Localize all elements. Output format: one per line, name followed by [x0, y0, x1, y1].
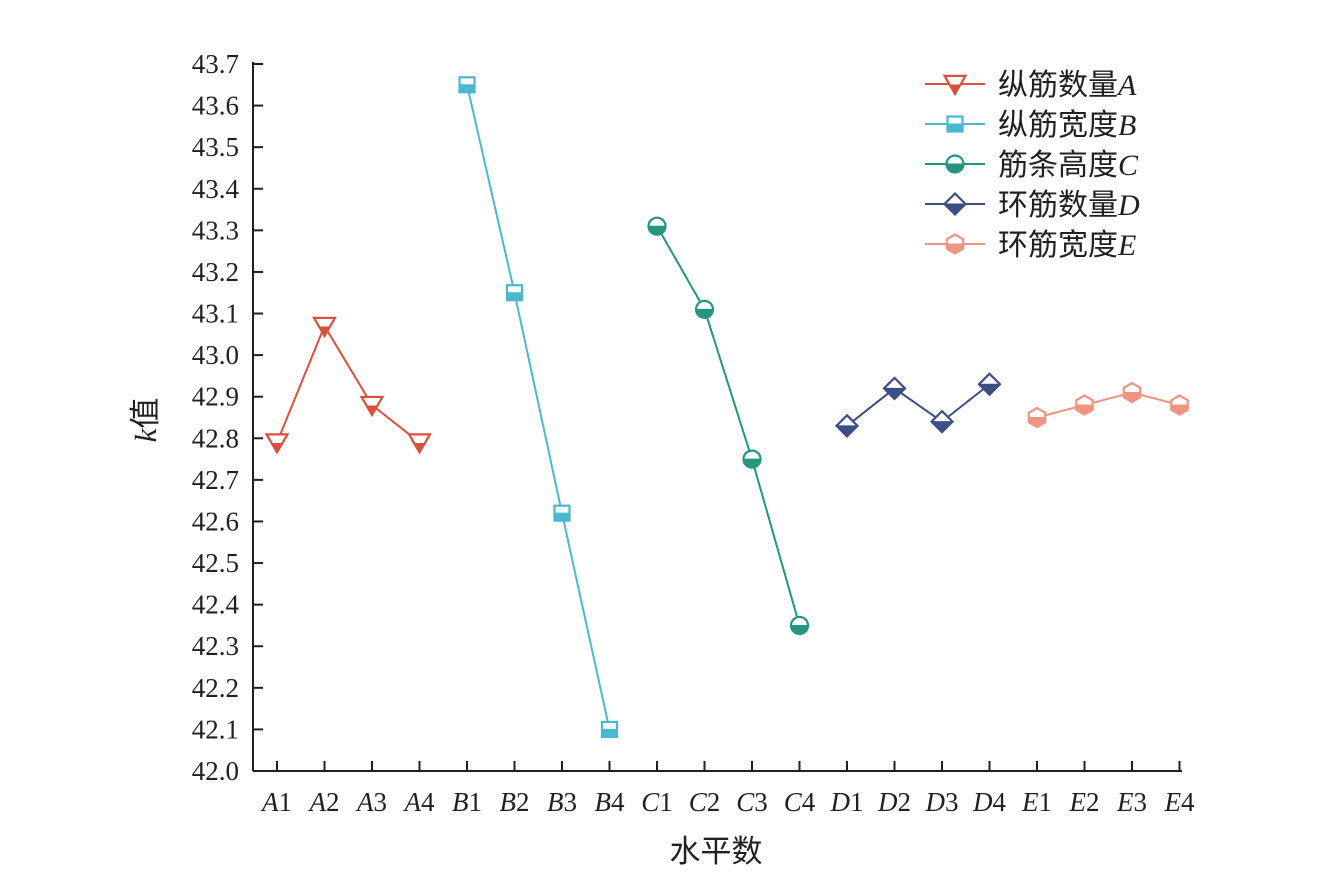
x-tick-label: B3	[547, 787, 577, 817]
data-point	[1027, 406, 1047, 429]
y-tick-label: 42.0	[192, 756, 239, 786]
data-point	[977, 372, 1002, 397]
data-point	[694, 299, 715, 319]
y-tick-label: 43.6	[192, 91, 239, 121]
y-tick-label: 43.2	[192, 257, 239, 287]
x-tick-label: A2	[308, 787, 340, 817]
series-1	[264, 316, 432, 455]
series-2	[458, 76, 619, 739]
data-point	[553, 504, 571, 522]
data-point	[359, 395, 385, 418]
data-point	[789, 615, 810, 636]
legend-item: 筋条高度C	[925, 149, 1139, 182]
x-tick-label: B1	[452, 787, 482, 817]
legend-marker	[942, 191, 968, 217]
x-tick-label: E2	[1069, 787, 1100, 817]
y-tick-label: 42.5	[192, 548, 239, 578]
series-line	[276, 323, 421, 444]
series-line	[466, 84, 611, 730]
y-tick-label: 43.5	[192, 132, 239, 162]
data-point	[1075, 394, 1094, 416]
data-point	[1170, 394, 1189, 416]
x-tick-label: E3	[1116, 787, 1147, 817]
data-point	[834, 413, 860, 438]
data-point	[882, 376, 907, 401]
y-tick-label: 42.6	[192, 506, 239, 536]
x-axis-title: 水平数	[670, 834, 763, 869]
data-point	[264, 433, 290, 455]
legend-label: 筋条高度C	[998, 149, 1139, 182]
data-point	[407, 433, 432, 455]
legend-label: 纵筋宽度B	[998, 109, 1136, 142]
legend-label: 环筋数量D	[998, 189, 1140, 222]
y-tick-label: 43.0	[192, 340, 239, 370]
y-tick-label: 42.9	[192, 382, 239, 412]
series-line	[656, 225, 801, 626]
x-tick-label: A4	[403, 787, 436, 817]
legend-marker	[946, 115, 964, 133]
y-tick-label: 42.2	[192, 673, 239, 703]
x-tick-label: E4	[1164, 787, 1196, 817]
data-point	[458, 76, 476, 94]
y-tick-label: 43.7	[192, 49, 239, 79]
y-tick-label: 42.4	[192, 590, 240, 620]
data-point	[600, 720, 619, 739]
series-line	[846, 383, 991, 427]
data-point	[505, 284, 524, 302]
x-tick-label: D1	[830, 787, 864, 817]
series-line	[1036, 391, 1180, 419]
legend-item: 纵筋宽度B	[925, 109, 1136, 142]
y-tick-label: 42.7	[192, 465, 239, 495]
series-4	[834, 372, 1002, 438]
legend-marker	[945, 233, 965, 255]
legend-marker	[945, 154, 965, 174]
data-point	[929, 409, 955, 434]
data-point	[312, 316, 337, 339]
data-point	[647, 216, 667, 236]
y-tick-label: 43.3	[192, 215, 239, 245]
data-point	[742, 449, 762, 469]
y-tick-label: 42.1	[192, 714, 239, 744]
x-tick-label: A1	[260, 787, 292, 817]
x-tick-label: B4	[595, 787, 626, 817]
x-tick-label: E1	[1021, 787, 1052, 817]
series-5	[1027, 381, 1189, 429]
y-tick-label: 43.4	[192, 174, 240, 204]
data-point	[1122, 381, 1142, 404]
x-tick-label: D4	[972, 787, 1007, 817]
y-tick-label: 43.1	[192, 299, 239, 329]
legend-label: 纵筋数量A	[998, 69, 1137, 102]
x-tick-label: D3	[925, 787, 959, 817]
legend-marker	[942, 74, 968, 97]
x-tick-label: B2	[500, 787, 530, 817]
axes: 42.0 42.1 42.2 42.3 42.4 42.5 42.6 42.7 42.8 42.9…	[192, 49, 1195, 817]
x-tick-label: D2	[877, 787, 911, 817]
series-3	[647, 216, 810, 636]
legend-item: 环筋宽度E	[925, 229, 1136, 262]
legend: 纵筋数量A 纵筋宽度B 筋条高度C 环筋数量D 环筋宽度E	[925, 69, 1140, 262]
legend-label: 环筋宽度E	[998, 229, 1136, 262]
x-tick-label: C1	[641, 787, 673, 817]
legend-item: 纵筋数量A	[925, 69, 1137, 102]
x-tick-label: C2	[689, 787, 721, 817]
x-tick-label: C4	[784, 787, 816, 817]
x-tick-label: C3	[736, 787, 768, 817]
y-axis-title: k值	[128, 398, 163, 443]
y-tick-label: 42.3	[192, 631, 239, 661]
x-tick-label: A3	[355, 787, 387, 817]
y-tick-label: 42.8	[192, 423, 239, 453]
series-layer	[264, 76, 1189, 739]
legend-item: 环筋数量D	[925, 189, 1140, 222]
